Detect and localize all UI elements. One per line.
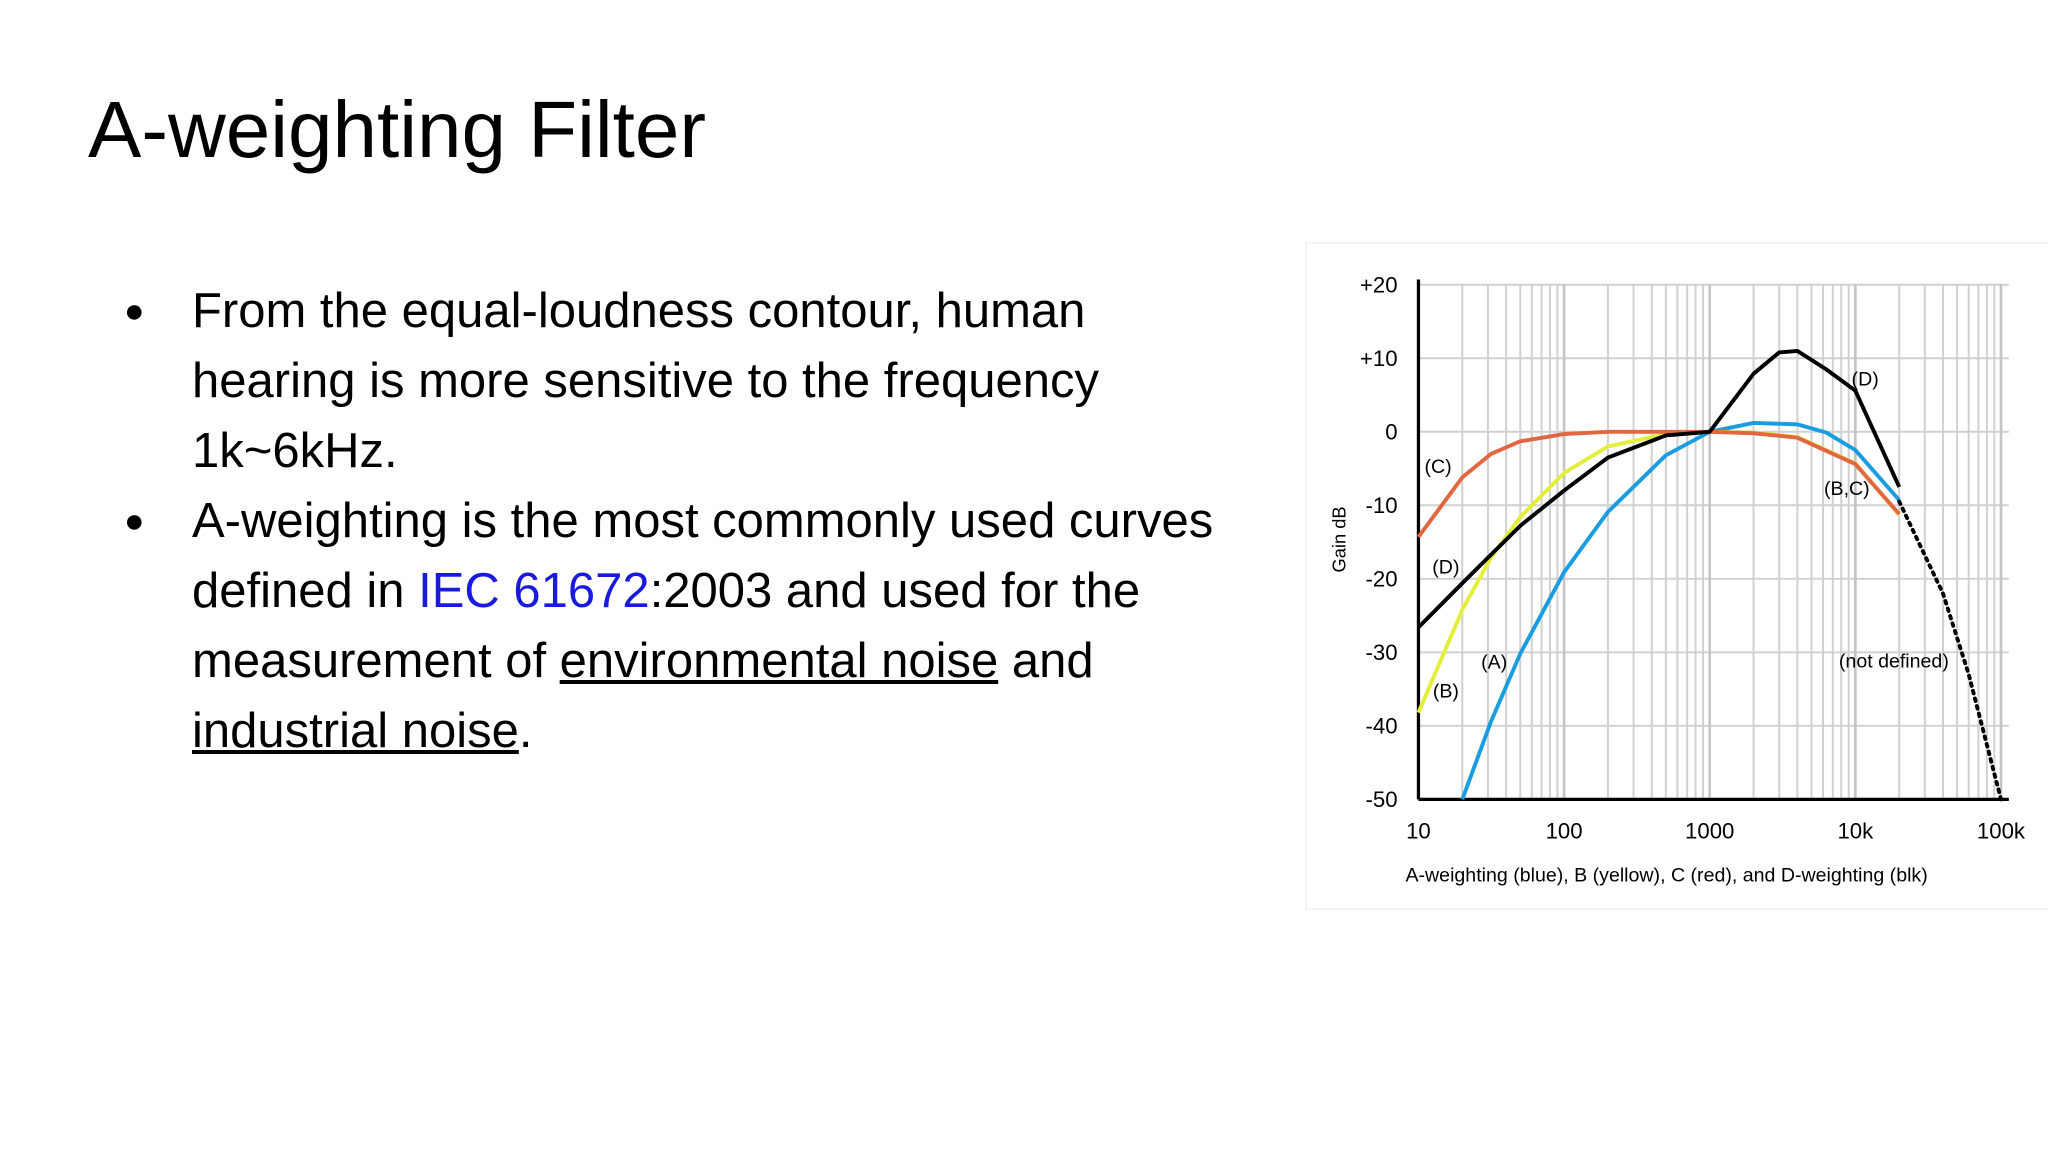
bullet-text: :2003 and used for the measurement of — [192, 564, 1141, 688]
y-tick-label: -30 — [1365, 640, 1397, 665]
annotation: (B,C) — [1824, 478, 1870, 500]
bullet: From the equal-loudness contour, human h… — [124, 276, 1214, 486]
y-tick-label: 0 — [1385, 420, 1397, 445]
curve-label: (D) — [1852, 368, 1879, 390]
bullet-list: From the equal-loudness contour, human h… — [124, 276, 1214, 766]
bullet: A-weighting is the most commonly used cu… — [124, 486, 1214, 766]
x-axis-label: A-weighting (blue), B (yellow), C (red),… — [1405, 865, 1927, 887]
y-tick-label: +10 — [1360, 346, 1398, 371]
x-tick-label: 1000 — [1685, 819, 1734, 844]
bullet-text: and — [998, 634, 1094, 688]
y-tick-label: -40 — [1365, 714, 1397, 739]
y-tick-label: +20 — [1360, 273, 1398, 298]
curve-label: (B) — [1433, 680, 1459, 702]
bullet-text: A-weighting is the most commonly used cu… — [192, 494, 1214, 618]
plot — [1416, 279, 2009, 802]
bullet-text: From the equal-loudness contour, human h… — [192, 284, 1099, 478]
y-tick-label: -20 — [1365, 567, 1397, 592]
y-tick-label: -10 — [1365, 493, 1397, 518]
curve-label: (not defined) — [1839, 650, 1949, 672]
bullet-text: . — [518, 704, 533, 758]
x-tick-label: 100 — [1546, 819, 1583, 844]
y-tick-label: -50 — [1365, 787, 1397, 812]
annotation: (D) — [1432, 556, 1459, 578]
series-line — [1416, 429, 1901, 539]
curve-label: (A) — [1481, 652, 1507, 674]
series-line — [1460, 420, 1901, 801]
x-tick-label: 10k — [1837, 819, 1874, 844]
link[interactable]: IEC 61672 — [418, 564, 650, 618]
series-line — [1897, 499, 2003, 802]
series-line — [1417, 348, 1902, 629]
y-axis-label: Gain dB — [1328, 506, 1349, 572]
curve-label: (C) — [1424, 456, 1451, 478]
x-tick-label: 100k — [1977, 819, 2026, 844]
underlined-text: industrial noise — [192, 704, 519, 758]
slide-title: A-weighting Filter — [88, 85, 707, 174]
underlined-text: environmental noise — [559, 634, 999, 688]
x-tick-label: 10 — [1406, 819, 1431, 844]
